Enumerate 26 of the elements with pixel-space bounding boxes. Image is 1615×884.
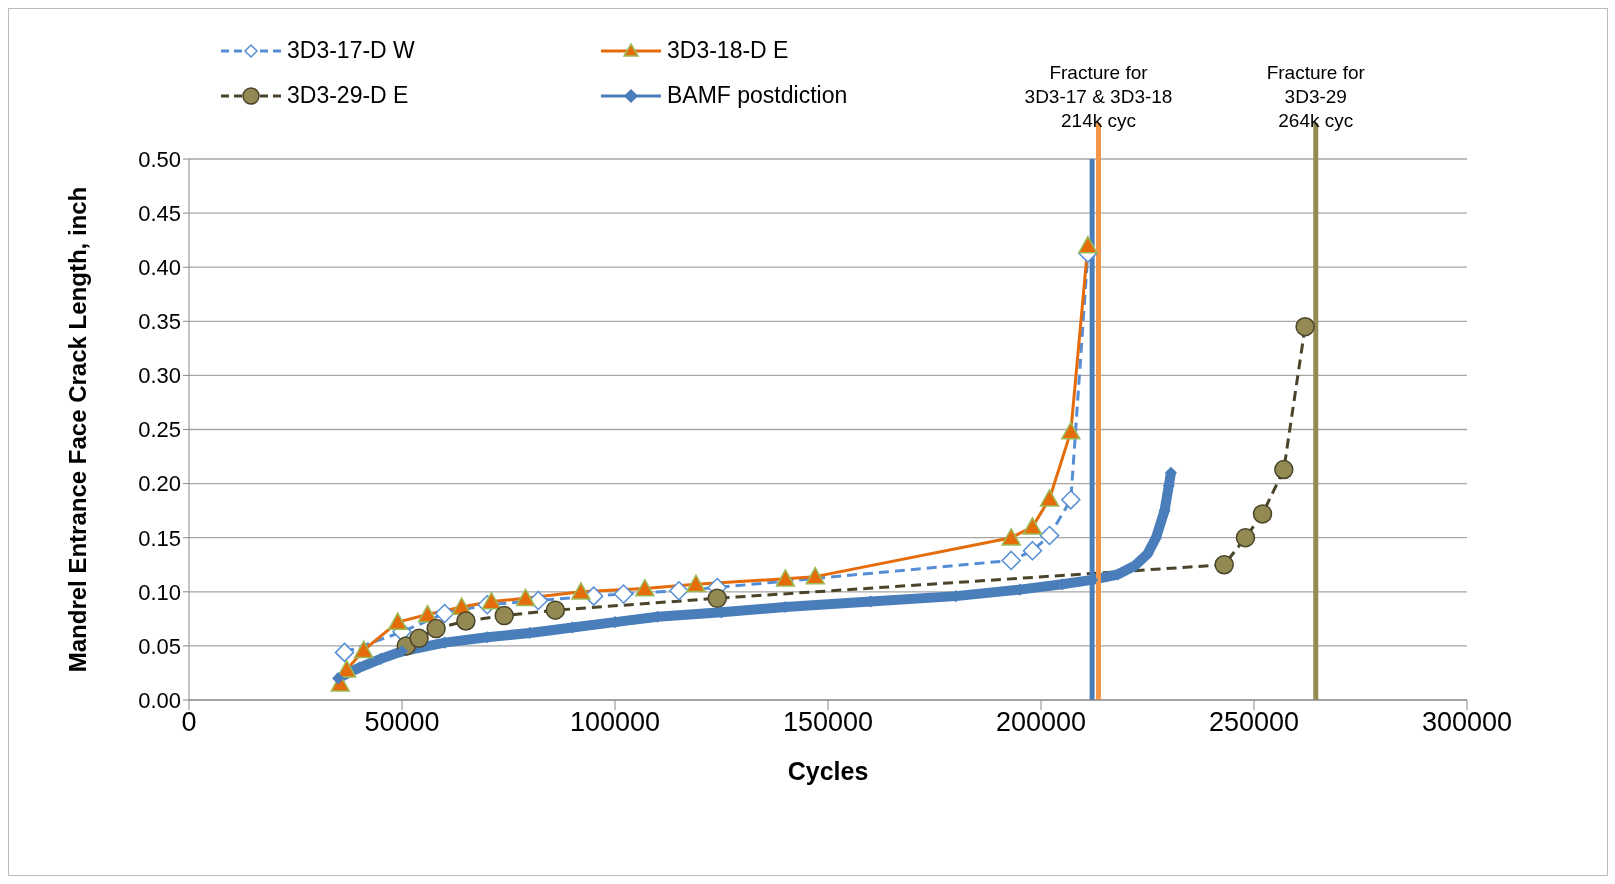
y-axis-title: Mandrel Entrance Face Crack Length, inch xyxy=(63,186,91,673)
legend-label: BAMF postdiction xyxy=(667,82,848,109)
y-tick-label: 0.45 xyxy=(138,200,181,226)
x-tick-label: 0 xyxy=(181,707,197,738)
y-tick-label: 0.10 xyxy=(138,579,181,605)
x-tick-label: 100000 xyxy=(569,707,661,738)
ref-line-label: Fracture for 3D3-17 & 3D3-18 214k cyc xyxy=(1024,62,1173,131)
x-tick-label: 250000 xyxy=(1208,707,1300,738)
y-tick-label: 0.20 xyxy=(138,471,181,497)
y-tick-label: 0.30 xyxy=(138,363,181,389)
x-tick-label: 150000 xyxy=(782,707,874,738)
legend-label: 3D3-29-D E xyxy=(287,82,409,109)
legend-label: 3D3-18-D E xyxy=(667,37,789,64)
y-tick-label: 0.25 xyxy=(138,417,181,443)
x-tick-label: 50000 xyxy=(364,707,440,738)
x-tick-label: 300000 xyxy=(1421,707,1513,738)
ref-line-label: Fracture for 3D3-29 264k cyc xyxy=(1266,62,1366,131)
x-tick-label: 200000 xyxy=(995,707,1087,738)
y-tick-label: 0.35 xyxy=(138,309,181,335)
y-tick-label: 0.00 xyxy=(138,687,181,713)
y-tick-label: 0.40 xyxy=(138,255,181,281)
legend-label: 3D3-17-D W xyxy=(287,37,415,64)
y-tick-label: 0.50 xyxy=(138,146,181,172)
y-tick-label: 0.15 xyxy=(138,525,181,551)
x-axis-title: Cycles xyxy=(787,757,869,785)
y-tick-label: 0.05 xyxy=(138,633,181,659)
